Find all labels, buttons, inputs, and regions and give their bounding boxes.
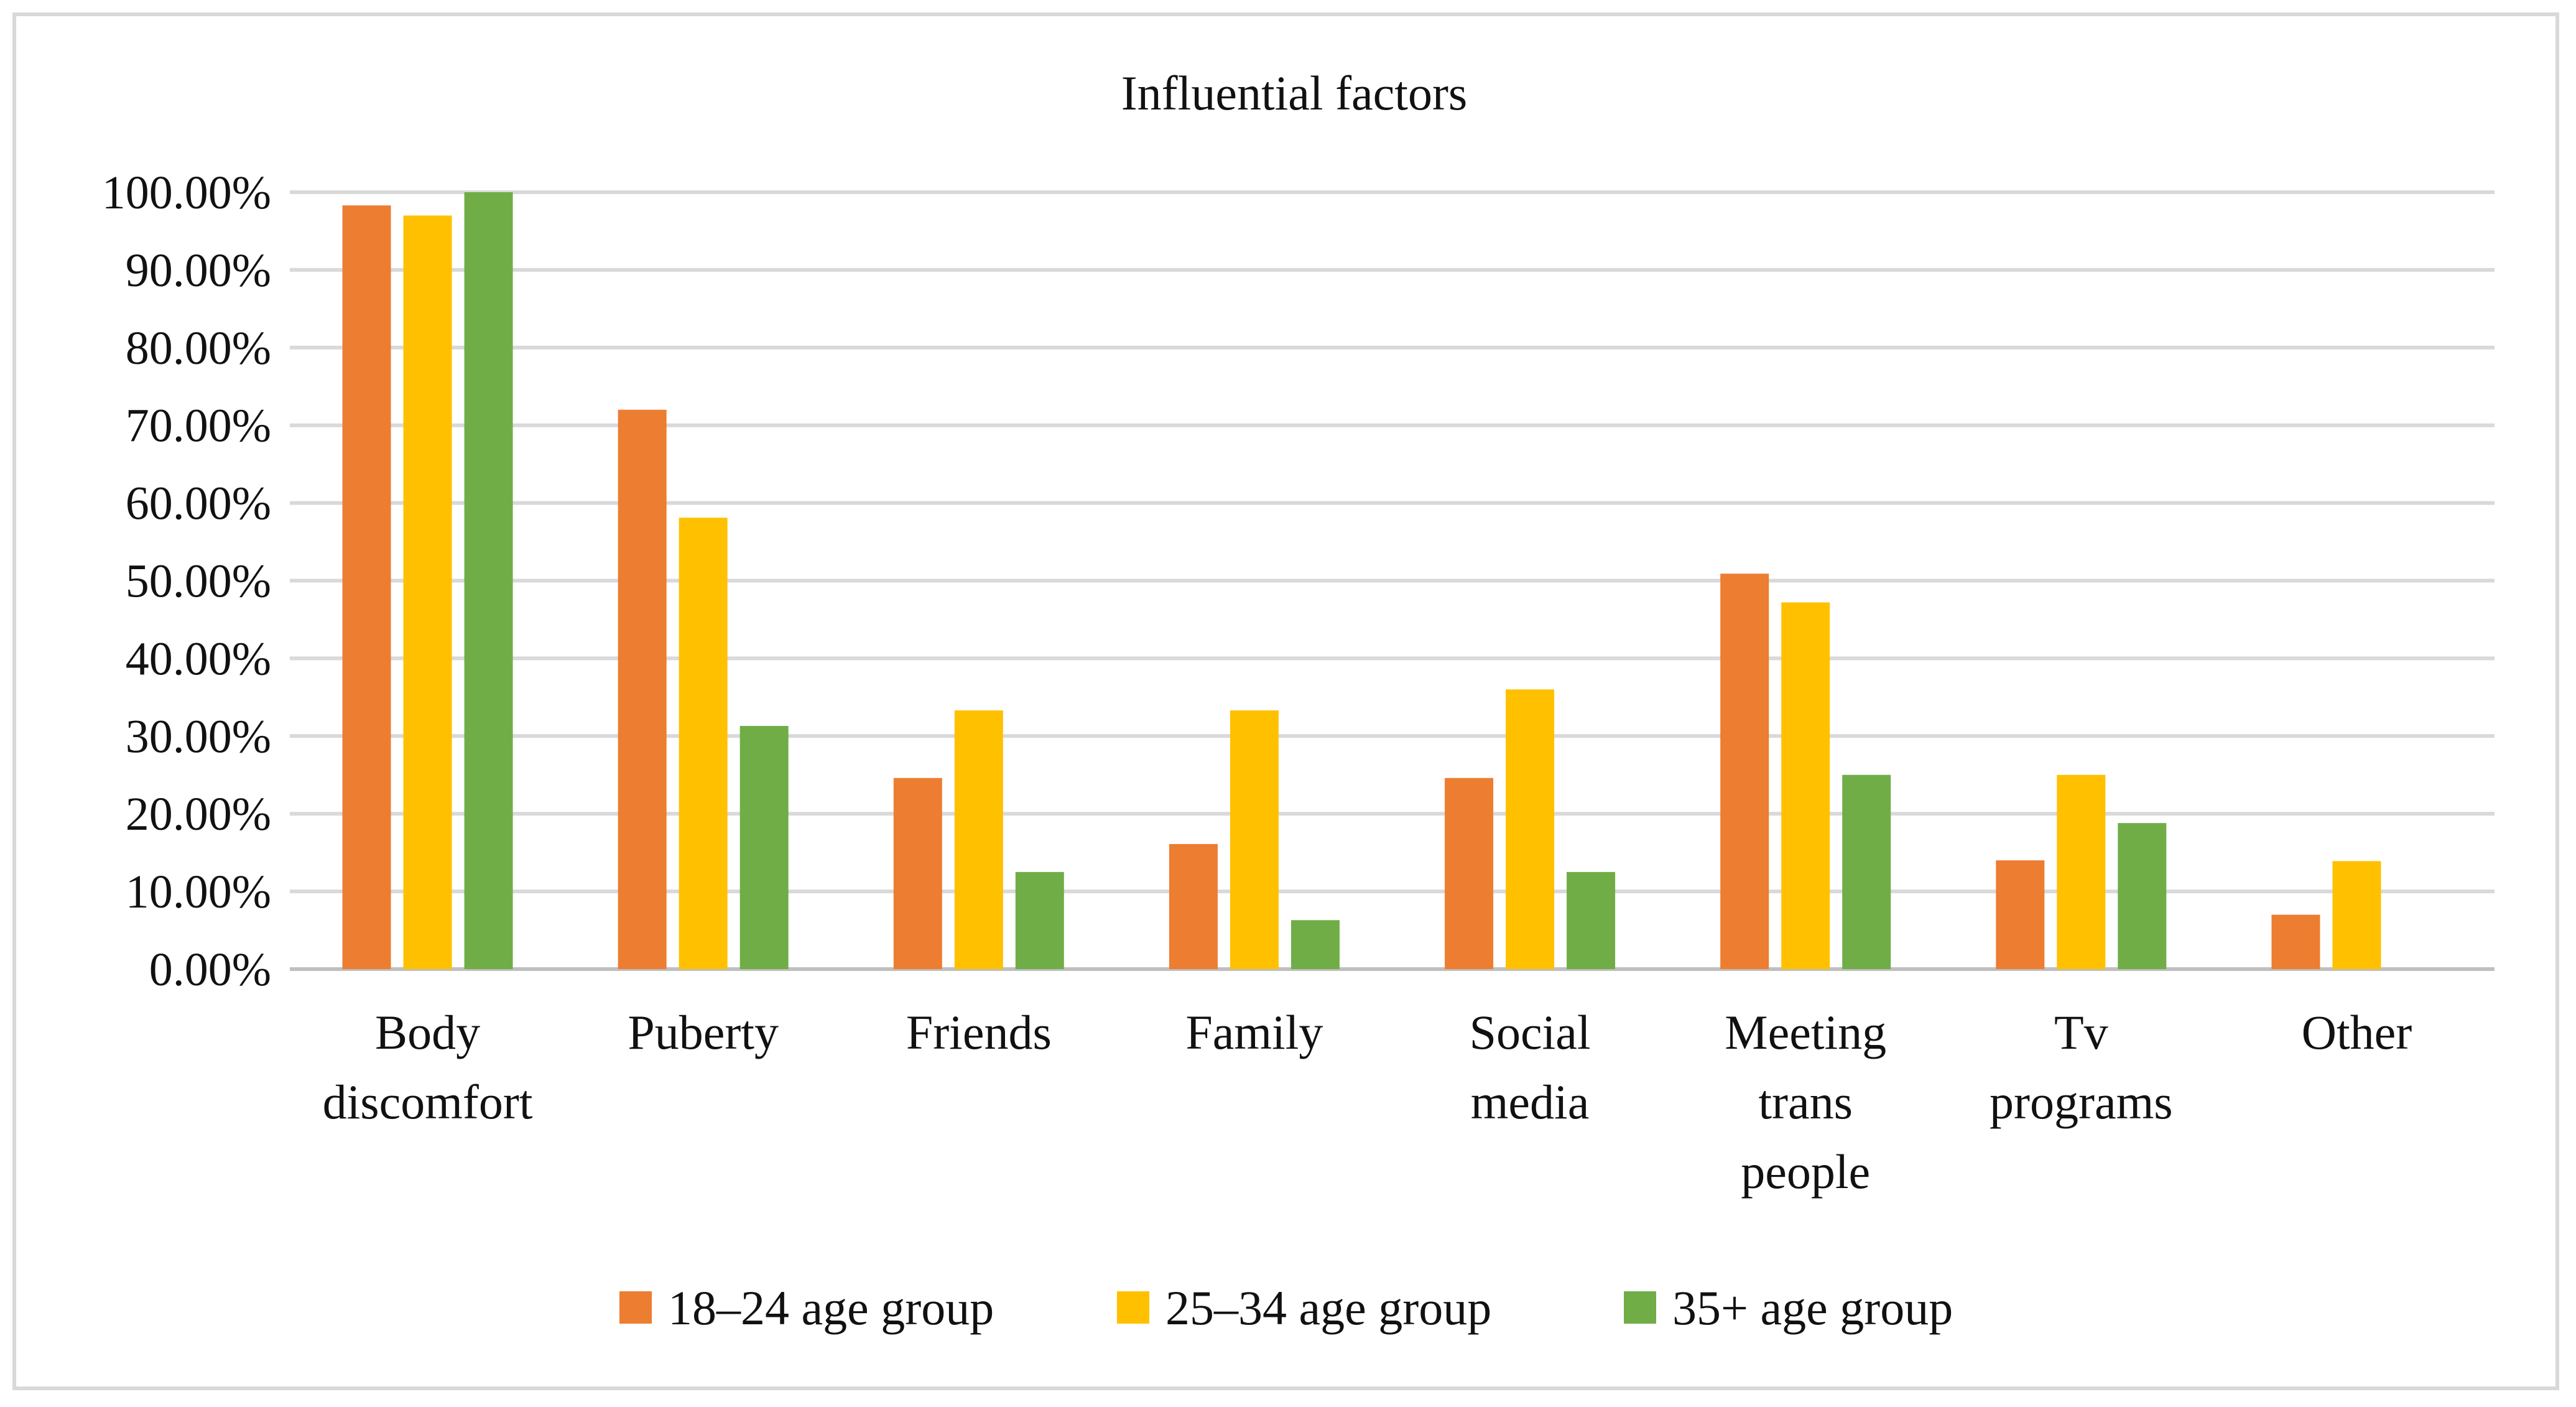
y-tick-label: 90.00% — [126, 244, 271, 297]
bar-3-1 — [464, 192, 513, 969]
x-tick-label: Body — [375, 1005, 480, 1059]
bar-3-5 — [1567, 871, 1616, 969]
x-tick-label: Meeting — [1725, 1005, 1886, 1059]
y-tick-label: 60.00% — [126, 478, 271, 530]
bar-1-2 — [618, 409, 667, 969]
y-tick-label: 0.00% — [149, 944, 271, 996]
bar-2-3 — [954, 710, 1003, 969]
bar-2-5 — [1506, 689, 1555, 969]
bar-3-6 — [1842, 774, 1891, 969]
bar-1-8 — [2271, 914, 2320, 969]
legend-label: 25–34 age group — [1165, 1281, 1491, 1335]
x-tick-label: programs — [1990, 1075, 2173, 1129]
bar-2-4 — [1230, 710, 1279, 969]
y-axis-tick-labels: 0.00% 10.00% 20.00% 30.00% 40.00% 50.00% 60.00… — [102, 167, 271, 996]
legend-label: 35+ age group — [1672, 1281, 1953, 1335]
x-tick-label: Other — [2302, 1005, 2412, 1059]
chart-svg: Influential factors 0.00% 10.00% 20.00% 30.… — [102, 66, 2495, 1335]
x-tick-label: trans — [1758, 1075, 1853, 1129]
bar-3-7 — [2118, 823, 2167, 969]
legend-swatch — [619, 1291, 652, 1324]
y-tick-label: 20.00% — [126, 788, 271, 840]
x-tick-label: Tv — [2054, 1005, 2108, 1059]
bar-2-2 — [679, 518, 728, 969]
chart-frame: Influential factors 0.00% 10.00% 20.00% 30.… — [12, 12, 2559, 1390]
y-tick-label: 30.00% — [126, 710, 271, 763]
y-tick-label: 50.00% — [126, 555, 271, 608]
bar-3-3 — [1015, 871, 1064, 969]
bar-3-4 — [1290, 920, 1340, 969]
y-tick-label: 80.00% — [126, 322, 271, 374]
bar-2-6 — [1781, 602, 1830, 969]
y-tick-label: 100.00% — [102, 167, 271, 219]
bar-1-7 — [1996, 860, 2045, 969]
x-tick-label: Social — [1470, 1005, 1591, 1059]
y-tick-label: 40.00% — [126, 633, 271, 685]
x-tick-label: people — [1741, 1145, 1870, 1199]
bar-1-3 — [893, 778, 942, 969]
chart-title: Influential factors — [1121, 66, 1468, 120]
bar-1-4 — [1169, 843, 1218, 969]
x-tick-label: Family — [1185, 1005, 1323, 1059]
bar-1-6 — [1720, 573, 1769, 969]
x-tick-label: Friends — [906, 1005, 1052, 1059]
bar-1-1 — [342, 205, 391, 969]
x-axis-category-labels: Body discomfort Puberty Friends Family Social… — [323, 1005, 2412, 1199]
legend-swatch — [1117, 1291, 1149, 1324]
x-tick-label: discomfort — [323, 1075, 533, 1129]
bar-1-5 — [1445, 778, 1494, 969]
y-tick-label: 70.00% — [126, 400, 271, 452]
bar-2-8 — [2332, 861, 2381, 969]
legend-label: 18–24 age group — [668, 1281, 994, 1335]
legend: 18–24 age group 25–34 age group 35+ age gr… — [619, 1281, 1953, 1335]
bar-2-7 — [2057, 774, 2106, 969]
x-tick-label: media — [1471, 1075, 1590, 1129]
y-tick-label: 10.00% — [126, 866, 271, 918]
bars — [342, 192, 2381, 970]
bar-2-1 — [403, 215, 452, 970]
bar-3-2 — [739, 726, 789, 969]
x-tick-label: Puberty — [628, 1005, 779, 1059]
legend-swatch — [1624, 1291, 1656, 1324]
